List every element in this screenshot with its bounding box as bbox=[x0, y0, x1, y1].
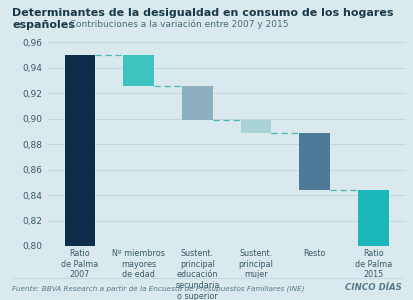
Text: españoles: españoles bbox=[12, 20, 75, 29]
Bar bbox=[299, 133, 329, 190]
Text: Determinantes de la desigualdad en consumo de los hogares: Determinantes de la desigualdad en consu… bbox=[12, 8, 393, 17]
Text: CINCO DÍAS: CINCO DÍAS bbox=[344, 284, 401, 292]
Bar bbox=[240, 120, 271, 133]
Bar bbox=[64, 55, 95, 246]
Bar bbox=[357, 190, 388, 246]
Bar bbox=[123, 55, 154, 85]
Text: Fuente: BBVA Research a partir de la Encuesta de Presupuestos Familiares (INE): Fuente: BBVA Research a partir de la Enc… bbox=[12, 286, 304, 292]
Text: Contribuciones a la variación entre 2007 y 2015: Contribuciones a la variación entre 2007… bbox=[64, 20, 288, 29]
Bar bbox=[182, 85, 212, 120]
